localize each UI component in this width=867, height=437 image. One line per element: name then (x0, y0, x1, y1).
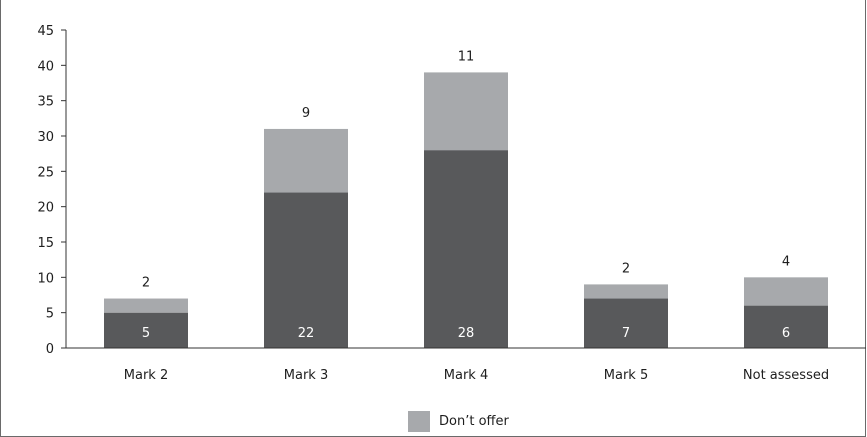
bar-dark-segment (744, 305, 828, 348)
legend-swatch-dont-offer (408, 411, 430, 432)
x-category-label: Mark 4 (444, 368, 488, 383)
y-tick-label: 15 (37, 236, 54, 251)
data-label-light: 9 (302, 106, 310, 121)
bar-light-segment (744, 277, 828, 306)
bar-light-segment (264, 128, 348, 193)
data-label-light: 11 (458, 49, 475, 64)
y-axis: 0 5 10 15 20 25 30 35 40 45 (37, 24, 67, 357)
x-axis: Mark 2 Mark 3 Mark 4 Mark 5 Not assessed (66, 347, 866, 383)
x-category-label: Mark 2 (124, 368, 168, 383)
data-label-dark: 28 (458, 326, 475, 341)
bar-dark-segment (264, 192, 348, 348)
bar-dark-segment (584, 298, 668, 348)
x-category-label: Not assessed (743, 368, 829, 383)
y-tick-label: 0 (46, 342, 54, 357)
legend: Don’t offer (408, 411, 509, 432)
y-tick-label: 25 (37, 165, 54, 180)
data-label-light: 2 (142, 276, 150, 291)
y-tick-label: 20 (37, 201, 54, 216)
data-label-dark: 22 (298, 326, 315, 341)
y-tick-label: 30 (37, 130, 54, 145)
data-label-dark: 5 (142, 326, 150, 341)
bar-light-segment (104, 298, 188, 313)
data-label-light: 4 (782, 254, 790, 269)
y-tick-label: 35 (37, 95, 54, 110)
y-tick-label: 5 (46, 307, 54, 322)
y-tick-label: 10 (37, 271, 54, 286)
y-tick-label: 45 (37, 24, 54, 39)
legend-label-dont-offer: Don’t offer (439, 414, 509, 429)
bar-dark-segment (424, 150, 508, 348)
bar-dark-segment (104, 312, 188, 348)
bar-light-segment (584, 284, 668, 299)
bars (104, 72, 828, 348)
x-category-label: Mark 5 (604, 368, 648, 383)
data-label-dark: 6 (782, 326, 790, 341)
data-label-light: 2 (622, 261, 630, 276)
data-label-dark: 7 (622, 326, 630, 341)
bar-light-segment (424, 72, 508, 151)
x-category-label: Mark 3 (284, 368, 328, 383)
y-tick-label: 40 (37, 59, 54, 74)
